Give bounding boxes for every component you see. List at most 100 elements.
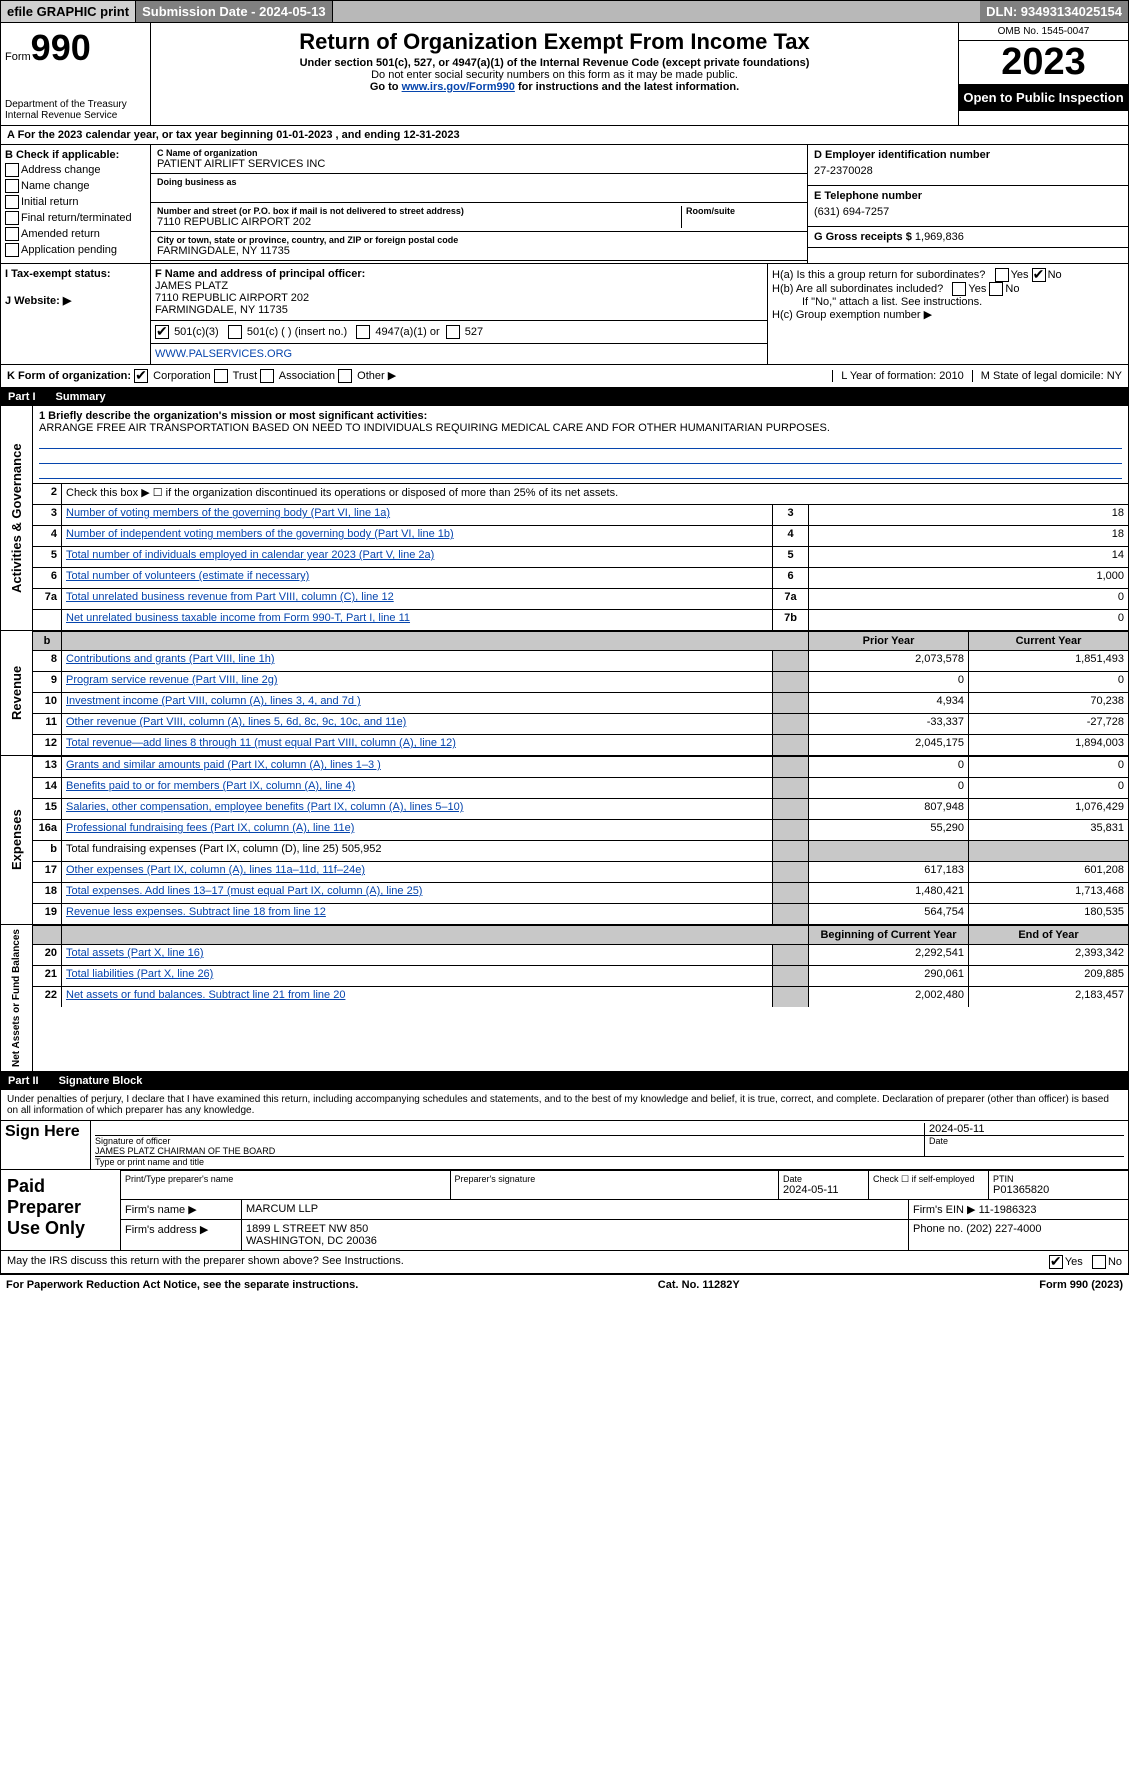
firm-phone-lbl: Phone no. [913,1223,963,1235]
officer-sig: JAMES PLATZ CHAIRMAN OF THE BOARD [95,1146,275,1156]
form-id-footer: Form 990 (2023) [1039,1279,1123,1291]
line-15-desc[interactable]: Salaries, other compensation, employee b… [66,801,463,813]
section-revenue: Revenue bPrior YearCurrent Year 8Contrib… [0,631,1129,756]
efile-label[interactable]: efile GRAPHIC print [1,1,136,22]
cb-assoc[interactable] [260,369,274,383]
ein-val: 27-2370028 [814,161,1122,181]
cb-527[interactable] [446,325,460,339]
l21-beg: 290,061 [808,966,968,986]
box-b: B Check if applicable: Address change Na… [1,145,151,263]
cb-501c[interactable] [228,325,242,339]
line-21-desc[interactable]: Total liabilities (Part X, line 26) [66,968,213,980]
cb-address-change[interactable]: Address change [5,163,146,177]
l14-prior: 0 [808,778,968,798]
line-5-desc[interactable]: Total number of individuals employed in … [66,549,434,561]
dept-treasury: Department of the Treasury Internal Reve… [5,99,146,121]
line-7b-desc[interactable]: Net unrelated business taxable income fr… [66,612,410,624]
line-8-desc[interactable]: Contributions and grants (Part VIII, lin… [66,653,275,665]
form-number: 990 [31,27,91,68]
cb-4947[interactable] [356,325,370,339]
l17-prior: 617,183 [808,862,968,882]
ptin-val: P01365820 [993,1184,1124,1196]
line-19-desc[interactable]: Revenue less expenses. Subtract line 18 … [66,906,326,918]
l21-end: 209,885 [968,966,1128,986]
mission-text: ARRANGE FREE AIR TRANSPORTATION BASED ON… [39,422,830,434]
cb-final-return[interactable]: Final return/terminated [5,211,146,225]
l20-beg: 2,292,541 [808,945,968,965]
line-13-desc[interactable]: Grants and similar amounts paid (Part IX… [66,759,381,771]
ssn-note: Do not enter social security numbers on … [155,69,954,81]
line-22-desc[interactable]: Net assets or fund balances. Subtract li… [66,989,345,1001]
hdr-beg: Beginning of Current Year [808,926,968,944]
l11-curr: -27,728 [968,714,1128,734]
self-emp-lbl: Check ☐ if self-employed [873,1174,984,1185]
ha-no: No [1048,269,1062,281]
line-6-desc[interactable]: Total number of volunteers (estimate if … [66,570,309,582]
cb-initial-return[interactable]: Initial return [5,195,146,209]
box-f: F Name and address of principal officer:… [151,264,767,321]
k-other: Other ▶ [357,370,396,382]
cb-corp[interactable] [134,369,148,383]
l20-end: 2,393,342 [968,945,1128,965]
l19-prior: 564,754 [808,904,968,924]
l9-prior: 0 [808,672,968,692]
website-link[interactable]: WWW.PALSERVICES.ORG [155,348,292,360]
cb-discuss-yes[interactable] [1049,1255,1063,1269]
cb-amended[interactable]: Amended return [5,227,146,241]
cat-no: Cat. No. 11282Y [658,1279,740,1291]
n6: 6 [772,568,808,588]
line-11-desc[interactable]: Other revenue (Part VIII, column (A), li… [66,716,406,728]
cb-ha-no[interactable] [1032,268,1046,282]
street-lbl: Number and street (or P.O. box if mail i… [157,206,681,216]
ha-yes: Yes [1011,269,1029,281]
line-20-desc[interactable]: Total assets (Part X, line 16) [66,947,204,959]
goto-post: for instructions and the latest informat… [515,81,739,93]
box-h: H(a) Is this a group return for subordin… [768,264,1128,364]
line-7a-desc[interactable]: Total unrelated business revenue from Pa… [66,591,394,603]
line-10-desc[interactable]: Investment income (Part VIII, column (A)… [66,695,361,707]
line-17-desc[interactable]: Other expenses (Part IX, column (A), lin… [66,864,365,876]
right-boxes: D Employer identification number27-23700… [808,145,1128,263]
cb-discuss-no[interactable] [1092,1255,1106,1269]
line-9-desc[interactable]: Program service revenue (Part VIII, line… [66,674,278,686]
l16a-curr: 35,831 [968,820,1128,840]
cb-hb-yes[interactable] [952,282,966,296]
cb-name-change[interactable]: Name change [5,179,146,193]
l11-prior: -33,337 [808,714,968,734]
signature-block: Under penalties of perjury, I declare th… [0,1090,1129,1274]
city-val: FARMINGDALE, NY 11735 [157,245,801,257]
website-lbl: J Website: ▶ [5,295,71,307]
phone-val: (631) 694-7257 [814,202,1122,222]
part-ii-num: Part II [8,1075,39,1087]
line-14-desc[interactable]: Benefits paid to or for members (Part IX… [66,780,355,792]
k-corp: Corporation [153,370,210,382]
cb-ha-yes[interactable] [995,268,1009,282]
cb-hb-no[interactable] [989,282,1003,296]
line-3-num: 3 [772,505,808,525]
discuss-yes: Yes [1065,1256,1083,1268]
hdr-prior: Prior Year [808,632,968,650]
box-c: C Name of organizationPATIENT AIRLIFT SE… [151,145,808,263]
line-4-desc[interactable]: Number of independent voting members of … [66,528,454,540]
line-12-desc[interactable]: Total revenue—add lines 8 through 11 (mu… [66,737,456,749]
firm-ein: 11-1986323 [979,1204,1037,1216]
l16b-curr [968,841,1128,861]
h-c: H(c) Group exemption number ▶ [772,308,1124,321]
cb-501c3[interactable] [155,325,169,339]
firm-addr2: WASHINGTON, DC 20036 [246,1235,377,1247]
k-lbl: K Form of organization: [7,370,131,382]
cb-trust[interactable] [214,369,228,383]
line-3-desc[interactable]: Number of voting members of the governin… [66,507,390,519]
line-18-desc[interactable]: Total expenses. Add lines 13–17 (must eq… [66,885,422,897]
line-5-val: 14 [808,547,1128,567]
type-lbl: Type or print name and title [95,1156,1124,1167]
header-grid: B Check if applicable: Address change Na… [0,145,1129,264]
hdr-curr: Current Year [968,632,1128,650]
dba-lbl: Doing business as [157,177,801,187]
irs-link[interactable]: www.irs.gov/Form990 [402,81,515,93]
line-16a-desc[interactable]: Professional fundraising fees (Part IX, … [66,822,354,834]
line-7a-val: 0 [808,589,1128,609]
cb-other[interactable] [338,369,352,383]
cb-app-pending[interactable]: Application pending [5,243,146,257]
lbl-501c3: 501(c)(3) [174,326,219,338]
